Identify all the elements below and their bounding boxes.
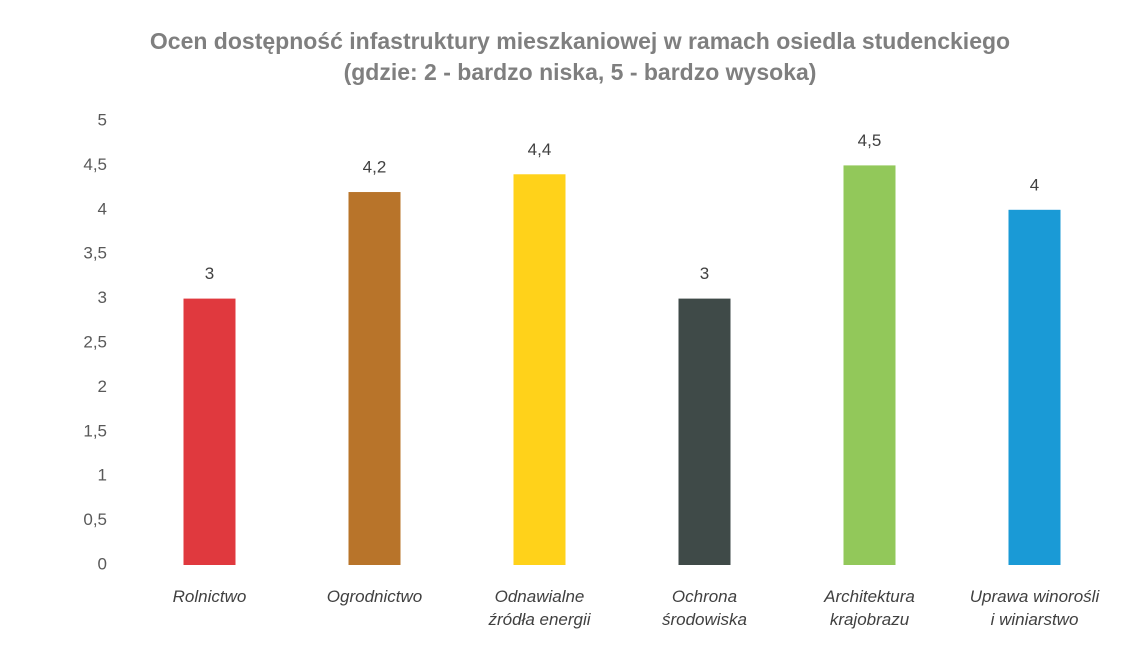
y-tick-label: 2,5 [83, 332, 107, 351]
x-tick-label: Rolnictwo [172, 587, 247, 606]
value-label: 3 [700, 264, 709, 283]
bar [183, 298, 236, 565]
y-tick-label: 5 [98, 110, 107, 129]
value-label: 4,5 [858, 131, 882, 150]
y-tick-label: 0 [98, 554, 107, 573]
x-tick-label: Architektura krajobrazu [824, 587, 915, 629]
value-label: 4,2 [363, 158, 387, 177]
y-tick-label: 1,5 [83, 421, 107, 440]
chart-title: Ocen dostępność infastruktury mieszkanio… [149, 28, 1011, 85]
bar [513, 174, 566, 565]
x-tick-label: Ogrodnictwo [326, 587, 423, 606]
y-tick-label: 3,5 [83, 244, 107, 263]
value-label: 4,4 [528, 140, 552, 159]
bar [1008, 209, 1061, 566]
value-label: 3 [205, 264, 214, 283]
x-tick-label: Uprawa winorośli i winiarstwo [969, 587, 1100, 629]
value-label: 4 [1030, 175, 1039, 194]
y-tick-label: 4,5 [83, 155, 107, 174]
bar [678, 298, 731, 565]
x-tick-label: Ochrona środowiska [661, 587, 748, 629]
x-tick-label: Odnawialne źródła energii [488, 587, 591, 629]
bar [348, 192, 401, 566]
y-tick-label: 2 [98, 377, 107, 396]
y-tick-label: 1 [98, 466, 107, 485]
bar [843, 165, 896, 565]
y-tick-label: 4 [98, 199, 107, 218]
y-tick-label: 3 [98, 288, 107, 307]
y-tick-label: 0,5 [83, 510, 107, 529]
